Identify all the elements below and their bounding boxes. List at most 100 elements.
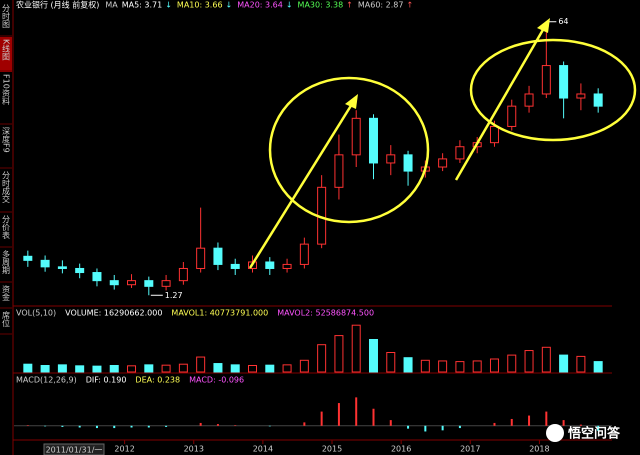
header-item: DEA: 0.238 — [135, 376, 180, 385]
arrow-head — [345, 94, 358, 109]
volume-bar — [127, 365, 137, 373]
x-tick-label: 2012 — [114, 445, 134, 454]
volume-bar — [299, 359, 309, 373]
candle-body — [559, 65, 569, 99]
header-item: MACD(12,26,9) — [16, 376, 77, 385]
watermark-icon — [546, 424, 564, 442]
header-arrow: ↓ — [165, 1, 172, 10]
header-item: MA20: 3.64 — [237, 1, 283, 10]
header-item: MA60: 2.87 — [358, 1, 404, 10]
header-item: MACD: -0.096 — [189, 376, 244, 385]
trend-arrow — [248, 103, 354, 269]
volume-bar — [57, 364, 67, 373]
volume-bar — [576, 355, 586, 373]
volume-bar — [420, 359, 430, 373]
header-item: VOLUME: 16290662.000 — [65, 309, 162, 318]
candle-body — [282, 263, 292, 269]
x-tick-label: 2017 — [460, 445, 480, 454]
ma-label: MA — [105, 1, 118, 10]
volume-bar — [23, 363, 33, 373]
volume-bar — [248, 365, 258, 373]
candle-body — [23, 255, 33, 261]
candle-body — [144, 280, 154, 287]
header-item: MAVOL2: 52586874.500 — [277, 309, 374, 318]
volume-bar — [265, 364, 275, 373]
candle-body — [230, 263, 240, 269]
candle-body — [334, 154, 344, 188]
sidebar-item: 资金 — [2, 284, 11, 301]
header-item: MAVOL1: 40773791.000 — [171, 309, 268, 318]
candle-body — [386, 154, 396, 164]
header-item: MA10: 3.66 — [177, 1, 223, 10]
candle-body — [196, 247, 206, 269]
volume-bar — [507, 354, 517, 373]
candle-body — [161, 280, 171, 287]
sidebar-item: 席位 — [2, 310, 11, 327]
volume-bar — [75, 365, 85, 373]
candle-body — [299, 243, 309, 265]
header-arrow: ↑ — [346, 1, 353, 10]
sidebar-item: 多周期 — [2, 249, 11, 275]
candle-body — [75, 267, 85, 274]
low-marker-label: 1.27 — [165, 291, 183, 300]
volume-bar — [455, 361, 465, 373]
volume-bar — [438, 360, 448, 373]
candle-body — [455, 146, 465, 160]
arrow-head — [537, 18, 550, 33]
candle-body — [368, 117, 378, 164]
volume-bar — [178, 363, 188, 373]
volume-bar — [489, 358, 499, 373]
x-tick-label: 2018 — [529, 445, 549, 454]
volume-bar — [334, 335, 344, 373]
header-arrow: ↓ — [226, 1, 233, 10]
candle-body — [524, 93, 534, 107]
volume-bar — [472, 360, 482, 373]
volume-bar — [230, 364, 240, 373]
volume-bar — [213, 363, 223, 373]
annotations — [248, 18, 637, 269]
candle-body — [92, 272, 102, 282]
x-tick-label: 2014 — [253, 445, 273, 454]
watermark: 悟空问答 — [568, 426, 621, 442]
x-tick-label: 2015 — [322, 445, 342, 454]
header-arrow: ↓ — [286, 1, 293, 10]
candle-body — [127, 280, 137, 286]
candle-body — [576, 93, 586, 99]
header-item: MA5: 3.71 — [122, 1, 163, 10]
volume-bar — [196, 356, 206, 373]
sidebar-item: 分时成交 — [2, 171, 11, 204]
candle-body — [178, 267, 188, 282]
candle-body — [489, 125, 499, 144]
volume-bar — [282, 364, 292, 373]
header-item: DIF: 0.190 — [86, 376, 127, 385]
sidebar-active — [0, 37, 12, 72]
sidebar-item: F10资料 — [2, 74, 11, 106]
volume-bar — [161, 364, 171, 373]
header: 农业银行 (月线 前复权) MA MA5: 3.71 ↓ MA10: 3.66 ↓ MA20… — [16, 0, 413, 385]
volume-bar — [144, 364, 154, 373]
header-item: MA30: 3.38 — [298, 1, 344, 10]
sidebar-item: 深度F9 — [2, 127, 11, 153]
candle-body — [507, 105, 517, 127]
header-item: VOL(5,10) — [16, 309, 56, 318]
volume-bar — [559, 354, 569, 373]
candle-body — [40, 259, 50, 268]
volume-bar — [109, 365, 119, 373]
sidebar-item: 分价表 — [2, 215, 11, 240]
x-tick-label: 2016 — [391, 445, 411, 454]
sidebar-item: 分时图 — [2, 4, 11, 29]
candle-body — [403, 154, 413, 172]
cursor-date: 2011/01/31/一 — [46, 446, 103, 455]
volume-bar — [40, 365, 50, 373]
volume-bar — [368, 339, 378, 373]
chart-title: 农业银行 (月线 前复权) — [16, 0, 99, 10]
high-marker-label: 64 — [558, 17, 568, 26]
volume-bar — [317, 344, 327, 373]
candle-body — [265, 261, 275, 269]
candle-body — [541, 65, 551, 95]
candle-body — [593, 93, 603, 107]
candle-body — [109, 280, 119, 286]
candle-body — [351, 117, 361, 156]
